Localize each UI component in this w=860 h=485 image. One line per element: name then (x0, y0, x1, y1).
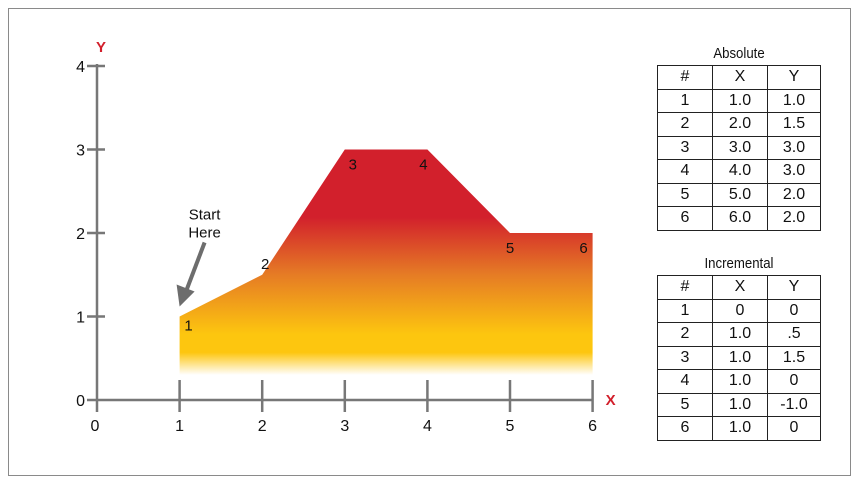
table-cell: 6 (657, 416, 713, 441)
incremental-table: # X Y 1 0 0 2 1.0.5 3 1.0 1.5 4 1.0 0 5 1.0 -1.0 6 1.0 0 (657, 275, 821, 441)
table-cell: 2.0 (767, 182, 821, 207)
figure-frame (8, 8, 851, 476)
table-row: 2 2.0 1.5 (657, 112, 821, 137)
table-row: 3 3.0 3.0 (657, 135, 821, 160)
table-row: 5 1.0 -1.0 (657, 392, 821, 417)
column-header: # (657, 275, 713, 300)
table-cell: 3 (657, 135, 713, 160)
absolute-table: # X Y 1 1.0 1.0 2 2.0 1.5 3 3.0 3.0 4 4.0 3.0 5 5.0 2.0 6 6… (657, 65, 821, 231)
table-header-row: # X Y (657, 275, 821, 300)
x-tick-label: 5 (506, 418, 515, 435)
table-cell: 0 (767, 369, 821, 394)
column-header: X (712, 65, 768, 90)
table-row: 6 6.0 2.0 (657, 206, 821, 231)
table-cell: 6.0 (712, 206, 768, 231)
table-row: 3 1.0 1.5 (657, 345, 821, 370)
table-row: 4 4.0 3.0 (657, 159, 821, 184)
x-tick-label: 4 (423, 418, 432, 435)
table-cell: 3.0 (767, 135, 821, 160)
table-cell: 2 (657, 322, 713, 347)
table-cell: 4 (657, 369, 713, 394)
arrow-head-icon (176, 284, 195, 307)
table-cell: 6 (657, 206, 713, 231)
x-axis-label: X (606, 392, 616, 409)
table-cell: 3.0 (767, 159, 821, 184)
column-header: # (657, 65, 713, 90)
table-cell: 5 (657, 392, 713, 417)
table-row: 6 1.0 0 (657, 416, 821, 441)
table-cell: 2 (657, 112, 713, 137)
area-fill (179, 149, 593, 375)
y-axis-label: Y (96, 39, 106, 56)
x-tick-label: 2 (258, 418, 267, 435)
table-cell: 1.0 (767, 88, 821, 113)
table-cell: 0 (712, 298, 768, 323)
y-tick-label: 4 (76, 59, 85, 76)
table-cell: 1.0 (712, 416, 768, 441)
point-label: 2 (261, 256, 269, 273)
table-cell: 1 (657, 88, 713, 113)
table-cell: 3 (657, 345, 713, 370)
y-tick-label: 3 (76, 143, 85, 160)
point-label: 1 (184, 318, 192, 335)
table-cell: 5 (657, 182, 713, 207)
table-cell: 1.0 (712, 392, 768, 417)
table-row: 4 1.0 0 (657, 369, 821, 394)
absolute-table-title: Absolute (713, 45, 765, 62)
table-cell: 0 (767, 416, 821, 441)
annotation-here: Here (188, 225, 221, 242)
table-row: 2 1.0.5 (657, 322, 821, 347)
table-cell: .5 (767, 322, 821, 347)
point-label: 3 (349, 157, 357, 174)
y-tick-label: 1 (76, 310, 85, 327)
table-row: 1 1.0 1.0 (657, 88, 821, 113)
x-tick-label: 0 (91, 418, 100, 435)
table-cell: 1.5 (767, 345, 821, 370)
table-cell: 1.0 (712, 88, 768, 113)
column-header: Y (767, 65, 821, 90)
table-cell: 2.0 (712, 112, 768, 137)
table-cell: 1.0 (712, 322, 768, 347)
table-cell: 2.0 (767, 206, 821, 231)
table-cell: 1 (657, 298, 713, 323)
column-header: X (712, 275, 768, 300)
table-cell: 1.0 (712, 345, 768, 370)
annotation-start: Start (189, 207, 222, 224)
y-tick-label: 0 (76, 393, 85, 410)
x-tick-label: 6 (588, 418, 597, 435)
start-arrow (183, 241, 207, 294)
table-cell: 4.0 (712, 159, 768, 184)
table-header-row: # X Y (657, 65, 821, 90)
point-label: 6 (579, 240, 587, 257)
point-label: 5 (506, 240, 514, 257)
x-tick-label: 3 (340, 418, 349, 435)
table-cell: 1.5 (767, 112, 821, 137)
incremental-table-title: Incremental (704, 255, 774, 272)
table-cell: 5.0 (712, 182, 768, 207)
table-cell: 4 (657, 159, 713, 184)
table-cell: 1.0 (712, 369, 768, 394)
y-tick-label: 2 (76, 226, 85, 243)
column-header: Y (767, 275, 821, 300)
table-cell: 0 (767, 298, 821, 323)
table-row: 5 5.0 2.0 (657, 182, 821, 207)
point-label: 4 (419, 157, 427, 174)
table-cell: -1.0 (767, 392, 821, 417)
x-tick-label: 1 (175, 418, 184, 435)
table-cell: 3.0 (712, 135, 768, 160)
